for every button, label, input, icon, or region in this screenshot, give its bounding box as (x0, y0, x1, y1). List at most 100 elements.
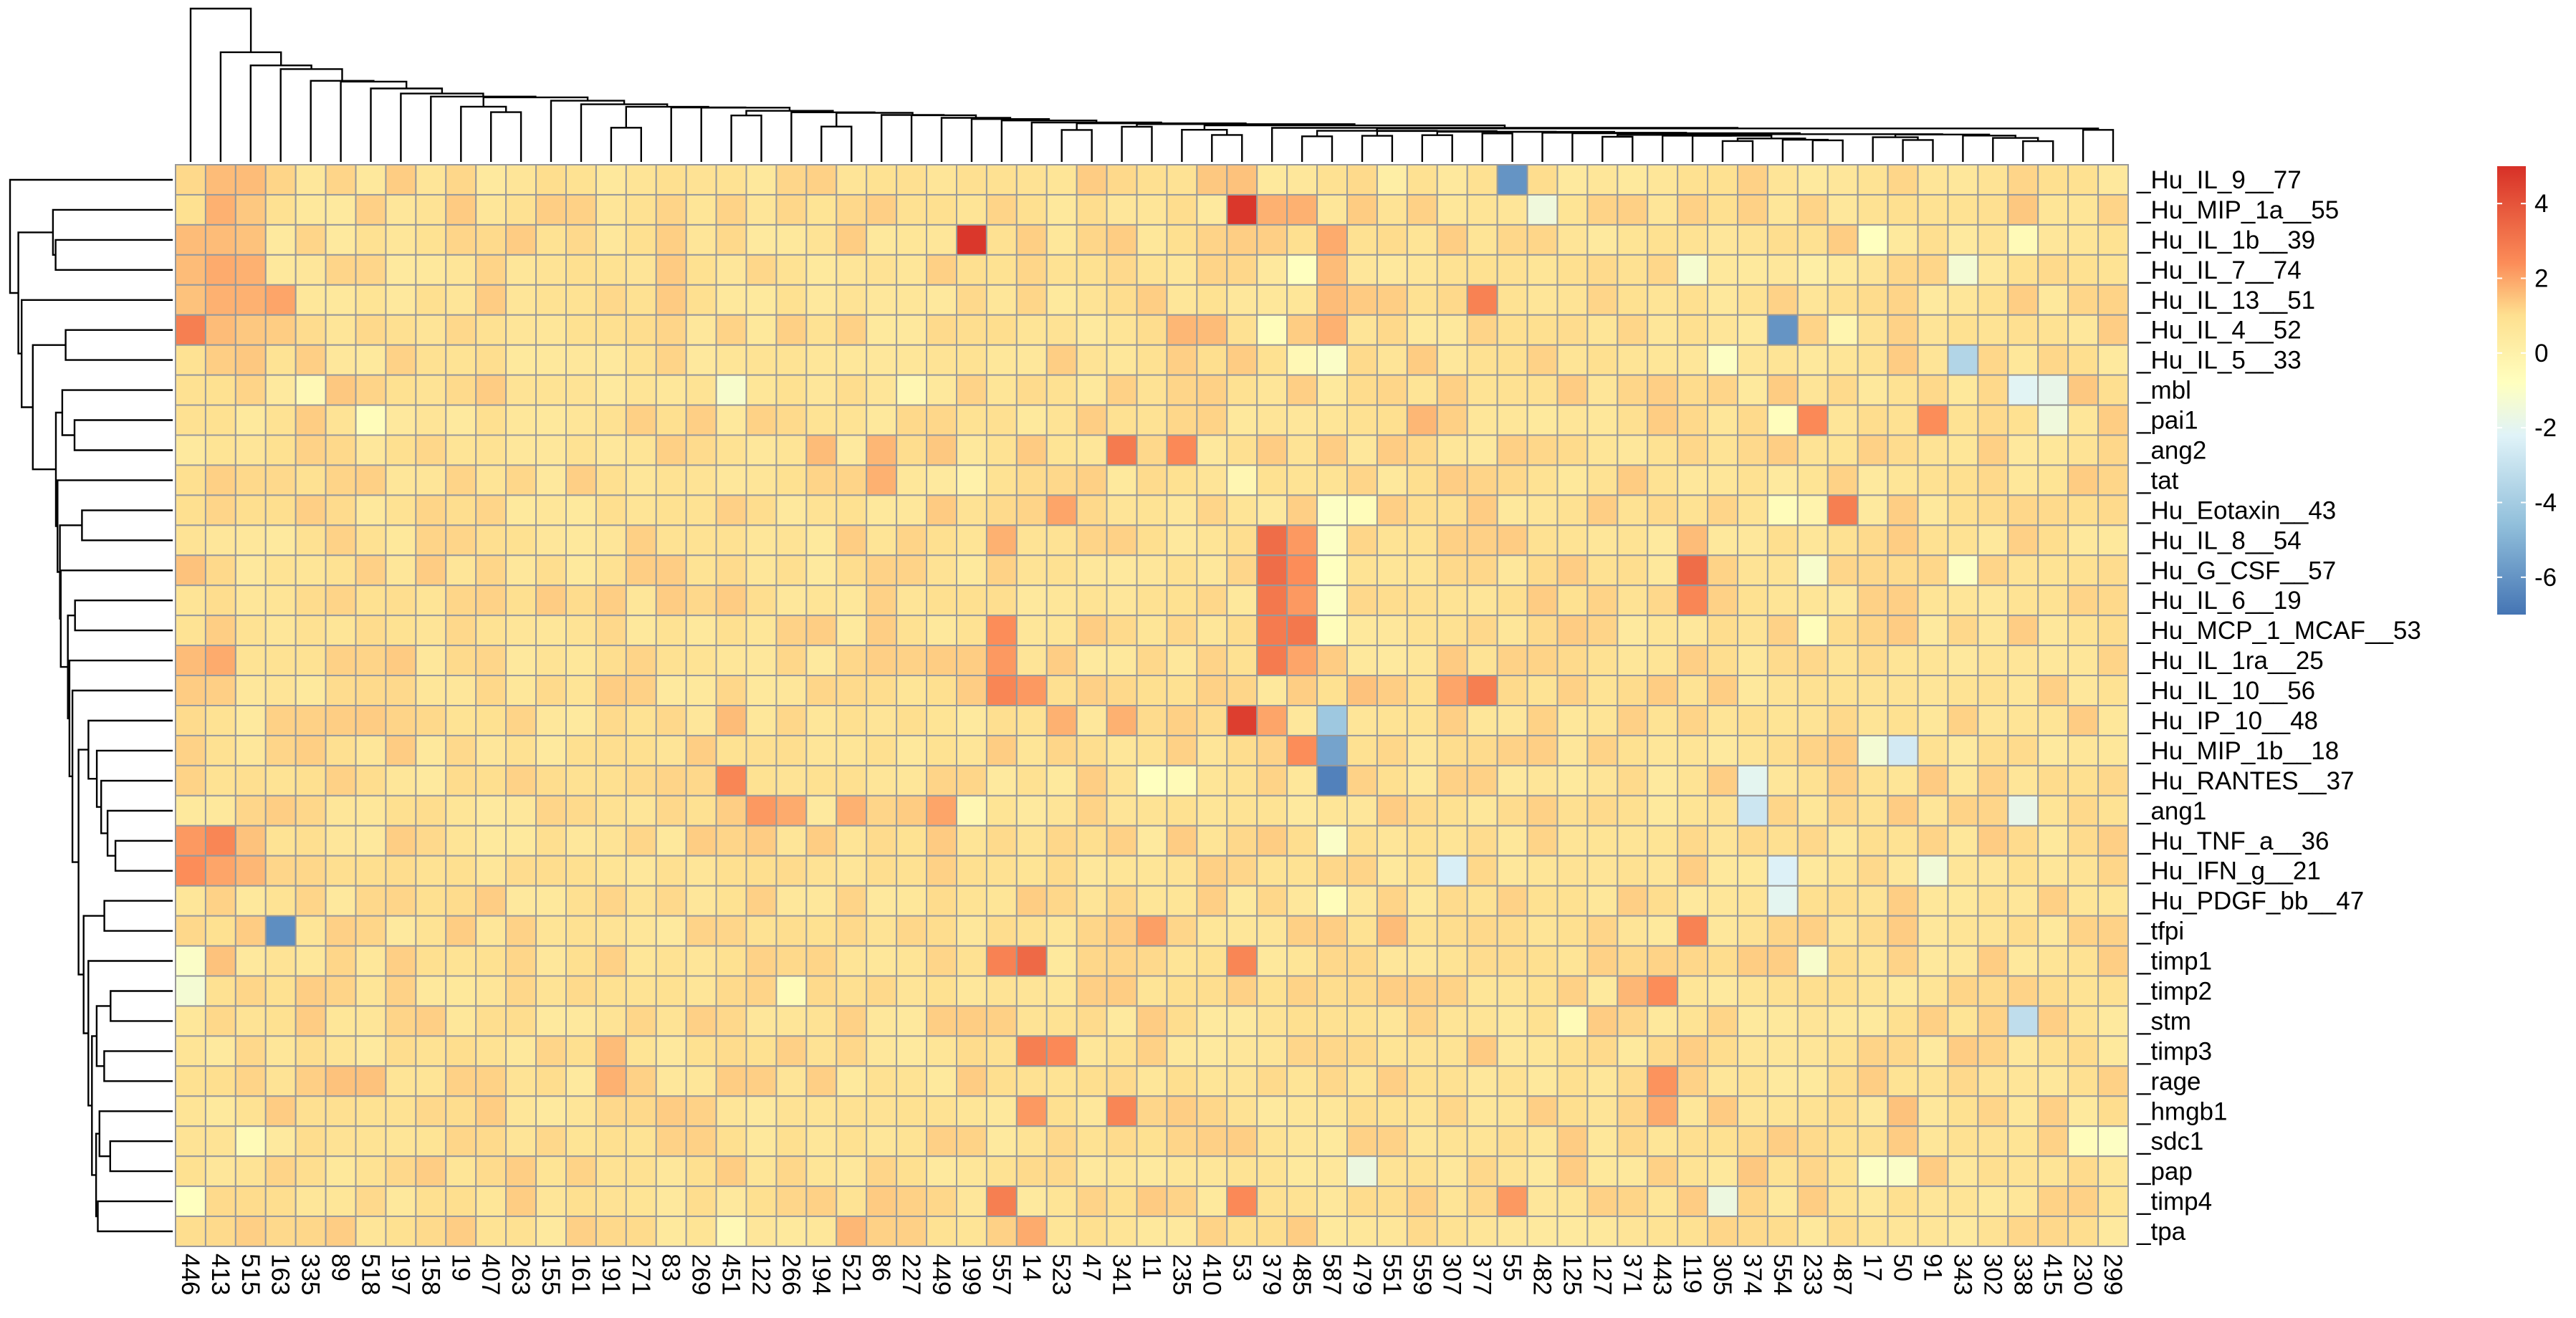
heatmap-cell (264, 164, 297, 196)
heatmap-cell (204, 794, 236, 827)
heatmap-cell (595, 374, 627, 406)
heatmap-cell (264, 404, 297, 436)
heatmap-cell (956, 434, 987, 466)
heatmap-cell (2007, 1035, 2039, 1067)
heatmap-cell (835, 734, 868, 766)
heatmap-cell (775, 794, 808, 827)
heatmap-cell (1857, 284, 1889, 316)
heatmap-cell (866, 374, 898, 406)
heatmap-cell (1617, 615, 1649, 647)
heatmap-cell (385, 494, 417, 526)
heatmap-cell (355, 1216, 387, 1248)
heatmap-cell (775, 404, 808, 436)
heatmap-cell (1496, 284, 1528, 316)
heatmap-cell (2097, 734, 2130, 766)
heatmap-cell (2097, 764, 2130, 797)
heatmap-cell (1166, 464, 1198, 496)
heatmap-cell (625, 915, 657, 947)
heatmap-cell (1586, 464, 1619, 496)
heatmap-cell (325, 675, 357, 706)
heatmap-cell (1166, 1005, 1198, 1037)
heatmap-cell (896, 824, 928, 857)
heatmap-cell (1887, 404, 1919, 436)
row-label: _pai1 (2136, 407, 2198, 435)
heatmap-cell (1166, 524, 1198, 557)
heatmap-cell (1226, 284, 1258, 316)
heatmap-cell (385, 344, 417, 376)
heatmap-cell (896, 193, 928, 226)
heatmap-cell (355, 645, 387, 677)
heatmap-cell (835, 1185, 868, 1218)
heatmap-cell (1406, 885, 1438, 917)
heatmap-cell (1466, 975, 1498, 1007)
heatmap-cell (1316, 645, 1348, 677)
heatmap-cell (1796, 464, 1829, 496)
heatmap-cell (1106, 464, 1138, 496)
heatmap-cell (1496, 1065, 1528, 1097)
heatmap-cell (1766, 1005, 1799, 1037)
heatmap-cell (175, 1185, 206, 1218)
heatmap-cell (385, 975, 417, 1007)
heatmap-cell (1045, 164, 1078, 196)
heatmap-cell (956, 284, 987, 316)
heatmap-cell (2097, 705, 2130, 736)
heatmap-cell (1286, 434, 1318, 466)
heatmap-cell (1015, 1035, 1048, 1067)
heatmap-cell (1316, 1035, 1348, 1067)
heatmap-cell (234, 1095, 267, 1127)
heatmap-cell (565, 615, 597, 647)
heatmap-cell (866, 1035, 898, 1067)
heatmap-cell (1436, 855, 1468, 887)
heatmap-cell (204, 554, 236, 587)
heatmap-cell (625, 464, 657, 496)
heatmap-cell (1826, 524, 1859, 557)
heatmap-cell (775, 1125, 808, 1158)
heatmap-cell (1857, 945, 1889, 977)
heatmap-cell (1826, 344, 1859, 376)
heatmap-cell (1496, 585, 1528, 617)
heatmap-cell (956, 794, 987, 827)
heatmap-cell (896, 1035, 928, 1067)
heatmap-cell (685, 164, 717, 196)
heatmap-cell (2067, 1035, 2099, 1067)
heatmap-cell (415, 645, 447, 677)
heatmap-cell (1947, 223, 1979, 256)
heatmap-cell (1677, 464, 1709, 496)
heatmap-cell (295, 1155, 327, 1188)
heatmap-cell (2097, 1065, 2130, 1097)
heatmap-cell (1526, 734, 1558, 766)
heatmap-cell (1766, 554, 1799, 587)
heatmap-cell (415, 344, 447, 376)
heatmap-cell (685, 705, 717, 736)
row-dendrogram-link (59, 524, 82, 620)
heatmap-cell (1226, 164, 1258, 196)
column-dendrogram-link (1811, 139, 1844, 162)
heatmap-cell (415, 404, 447, 436)
heatmap-cell (1316, 1216, 1348, 1248)
heatmap-cell (565, 945, 597, 977)
heatmap-cell (1045, 464, 1078, 496)
heatmap-cell (1586, 585, 1619, 617)
heatmap-cell (835, 554, 868, 587)
heatmap-cell (805, 855, 838, 887)
heatmap-cell (565, 1035, 597, 1067)
heatmap-cell (866, 164, 898, 196)
color-legend-tick-label: 2 (2534, 265, 2548, 293)
heatmap-cell (1707, 945, 1739, 977)
heatmap-cell (1796, 1005, 1829, 1037)
heatmap-cell (264, 885, 297, 917)
heatmap-cell (1677, 223, 1709, 256)
heatmap-cell (1256, 764, 1288, 797)
heatmap-cell (445, 1125, 477, 1158)
heatmap-cell (1015, 1125, 1048, 1158)
heatmap-cell (1015, 494, 1048, 526)
heatmap-cell (1917, 434, 1949, 466)
heatmap-cell (1826, 675, 1859, 706)
heatmap-cell (1166, 824, 1198, 857)
heatmap-cell (1376, 1185, 1408, 1218)
heatmap-cell (1707, 734, 1739, 766)
heatmap-cell (715, 734, 747, 766)
heatmap-cell (1917, 645, 1949, 677)
heatmap-cell (535, 585, 568, 617)
heatmap-cell (2007, 945, 2039, 977)
